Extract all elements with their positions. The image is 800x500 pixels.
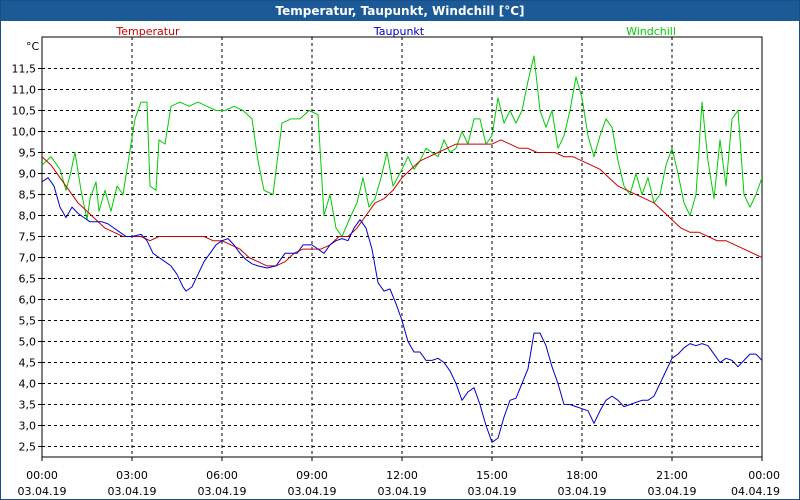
x-tick-date: 03.04.19: [378, 485, 427, 498]
x-tick-date: 04.04.19: [731, 485, 780, 498]
x-tick-time: 00:00: [26, 469, 58, 482]
x-tick-time: 06:00: [206, 469, 238, 482]
grid: [42, 37, 762, 457]
y-tick-label: 7,0: [19, 252, 37, 265]
y-axis-unit: °C: [26, 40, 40, 53]
y-tick-label: 5,5: [19, 315, 37, 328]
y-tick-label: 10,0: [12, 126, 37, 139]
x-tick-time: 18:00: [566, 469, 598, 482]
y-axis: 2,5 3,0 3,5 4,0 4,5 5,0 5,5 6,0 6,5 7,0 7,5 8,0 8,5 9…: [12, 63, 42, 454]
y-tick-label: 5,0: [19, 336, 37, 349]
x-tick-time: 00:00: [748, 469, 780, 482]
series-group: [42, 55, 762, 443]
y-tick-label: 10,5: [12, 105, 37, 118]
x-tick-date: 03.04.19: [648, 485, 697, 498]
y-tick-label: 9,5: [19, 147, 37, 160]
x-tick-date: 03.04.19: [288, 485, 337, 498]
x-tick-date: 03.04.19: [468, 485, 517, 498]
legend-windchill: Windchill: [626, 25, 676, 38]
series-line-taupunkt: [42, 177, 762, 443]
legend-taupunkt: Taupunkt: [373, 25, 425, 38]
x-tick-date: 03.04.19: [108, 485, 157, 498]
x-tick-date: 03.04.19: [18, 485, 67, 498]
y-tick-label: 2,5: [19, 441, 37, 454]
x-tick-date: 03.04.19: [198, 485, 247, 498]
chart-title: Temperatur, Taupunkt, Windchill [°C]: [1, 1, 799, 21]
y-tick-label: 4,0: [19, 378, 37, 391]
x-tick-time: 15:00: [476, 469, 508, 482]
y-tick-label: 6,0: [19, 294, 37, 307]
x-axis: 00:00 03.04.19 03:00 03.04.19 06:00 03.04.19 0…: [18, 457, 780, 498]
y-tick-label: 6,5: [19, 273, 37, 286]
x-tick-time: 12:00: [386, 469, 418, 482]
x-tick-date: 03.04.19: [558, 485, 607, 498]
series-line-temperatur: [42, 139, 762, 267]
y-tick-label: 9,0: [19, 168, 37, 181]
series-line-windchill: [42, 55, 762, 237]
x-tick-time: 09:00: [296, 469, 328, 482]
y-tick-label: 8,0: [19, 210, 37, 223]
y-tick-label: 4,5: [19, 357, 37, 370]
y-tick-label: 3,5: [19, 399, 37, 412]
x-tick-time: 21:00: [656, 469, 688, 482]
y-tick-label: 8,5: [19, 189, 37, 202]
x-tick-time: 03:00: [116, 469, 148, 482]
y-tick-label: 7,5: [19, 231, 37, 244]
y-tick-label: 11,0: [12, 84, 37, 97]
legend-temperatur: Temperatur: [115, 25, 180, 38]
y-tick-label: 3,0: [19, 420, 37, 433]
y-tick-label: 11,5: [12, 63, 37, 76]
